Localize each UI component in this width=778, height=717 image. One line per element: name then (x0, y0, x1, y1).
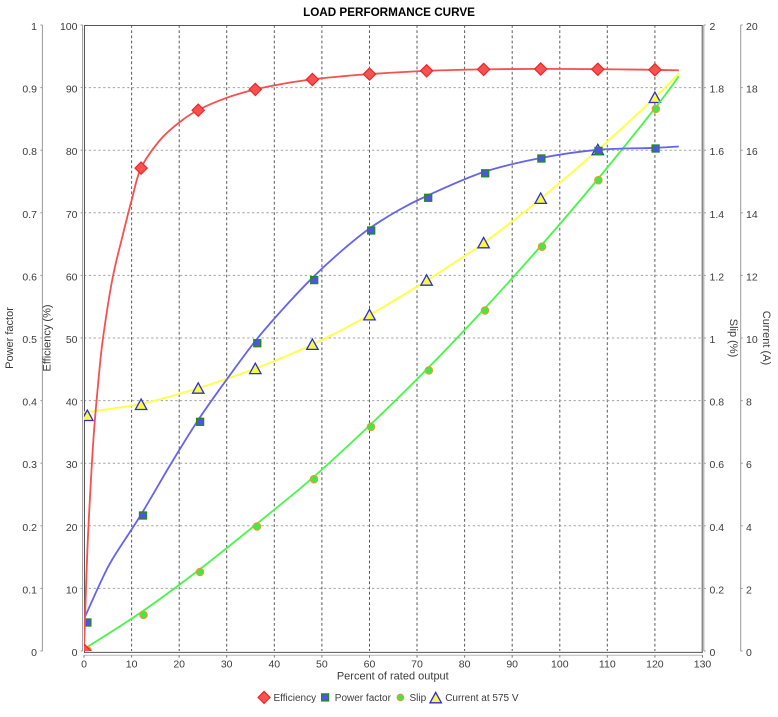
svg-text:0: 0 (72, 647, 78, 659)
svg-text:0: 0 (31, 647, 37, 659)
svg-text:18: 18 (746, 84, 758, 96)
svg-text:1.2: 1.2 (710, 271, 725, 283)
svg-text:Power factor: Power factor (4, 307, 16, 369)
svg-text:0.6: 0.6 (710, 459, 725, 471)
svg-text:8: 8 (746, 397, 752, 409)
svg-text:90: 90 (66, 84, 78, 96)
svg-text:1.6: 1.6 (710, 146, 725, 158)
svg-text:100: 100 (60, 21, 78, 33)
svg-text:Current at 575 V: Current at 575 V (445, 693, 519, 704)
svg-text:100: 100 (551, 659, 569, 671)
svg-text:10: 10 (746, 334, 758, 346)
svg-text:70: 70 (66, 209, 78, 221)
svg-text:50: 50 (316, 659, 328, 671)
svg-text:60: 60 (66, 271, 78, 283)
svg-text:90: 90 (506, 659, 518, 671)
svg-text:2: 2 (710, 21, 716, 33)
svg-text:20: 20 (66, 522, 78, 534)
svg-text:Percent of rated output: Percent of rated output (337, 671, 449, 683)
svg-text:10: 10 (126, 659, 138, 671)
svg-text:2: 2 (746, 584, 752, 596)
svg-text:4: 4 (746, 522, 752, 534)
svg-text:Power factor: Power factor (335, 693, 392, 704)
svg-text:30: 30 (66, 459, 78, 471)
svg-text:Efficiency (%): Efficiency (%) (42, 304, 54, 371)
svg-text:10: 10 (66, 584, 78, 596)
svg-text:0.2: 0.2 (710, 584, 725, 596)
svg-text:LOAD PERFORMANCE CURVE: LOAD PERFORMANCE CURVE (303, 6, 475, 19)
svg-text:80: 80 (66, 146, 78, 158)
svg-text:1.8: 1.8 (710, 84, 725, 96)
svg-text:16: 16 (746, 146, 758, 158)
svg-text:60: 60 (364, 659, 376, 671)
svg-text:Efficiency: Efficiency (274, 693, 317, 704)
svg-text:0: 0 (81, 659, 87, 671)
svg-text:0: 0 (710, 647, 716, 659)
svg-text:Current (A): Current (A) (760, 311, 772, 365)
svg-text:0.6: 0.6 (22, 271, 37, 283)
svg-text:0.7: 0.7 (22, 209, 37, 221)
svg-text:120: 120 (646, 659, 664, 671)
svg-text:0.9: 0.9 (22, 84, 37, 96)
svg-text:0.8: 0.8 (710, 397, 725, 409)
svg-text:0.1: 0.1 (22, 584, 37, 596)
svg-text:1: 1 (710, 334, 716, 346)
svg-text:20: 20 (746, 21, 758, 33)
svg-text:Slip: Slip (410, 693, 427, 704)
svg-text:0.3: 0.3 (22, 459, 37, 471)
svg-text:6: 6 (746, 459, 752, 471)
svg-text:110: 110 (599, 659, 616, 671)
svg-text:80: 80 (459, 659, 471, 671)
svg-text:0.5: 0.5 (22, 334, 37, 346)
svg-text:70: 70 (411, 659, 423, 671)
svg-text:Slip (%): Slip (%) (727, 319, 739, 358)
svg-text:0: 0 (746, 647, 752, 659)
svg-text:0.4: 0.4 (22, 397, 37, 409)
svg-text:12: 12 (746, 271, 758, 283)
svg-text:50: 50 (66, 334, 78, 346)
svg-text:40: 40 (268, 659, 280, 671)
svg-text:0.2: 0.2 (22, 522, 37, 534)
svg-text:130: 130 (694, 659, 712, 671)
svg-text:14: 14 (746, 209, 758, 221)
svg-text:40: 40 (66, 397, 78, 409)
svg-text:0.8: 0.8 (22, 146, 37, 158)
svg-text:1: 1 (31, 21, 37, 33)
svg-text:30: 30 (221, 659, 233, 671)
svg-text:20: 20 (173, 659, 185, 671)
svg-text:1.4: 1.4 (710, 209, 725, 221)
svg-text:0.4: 0.4 (710, 522, 725, 534)
